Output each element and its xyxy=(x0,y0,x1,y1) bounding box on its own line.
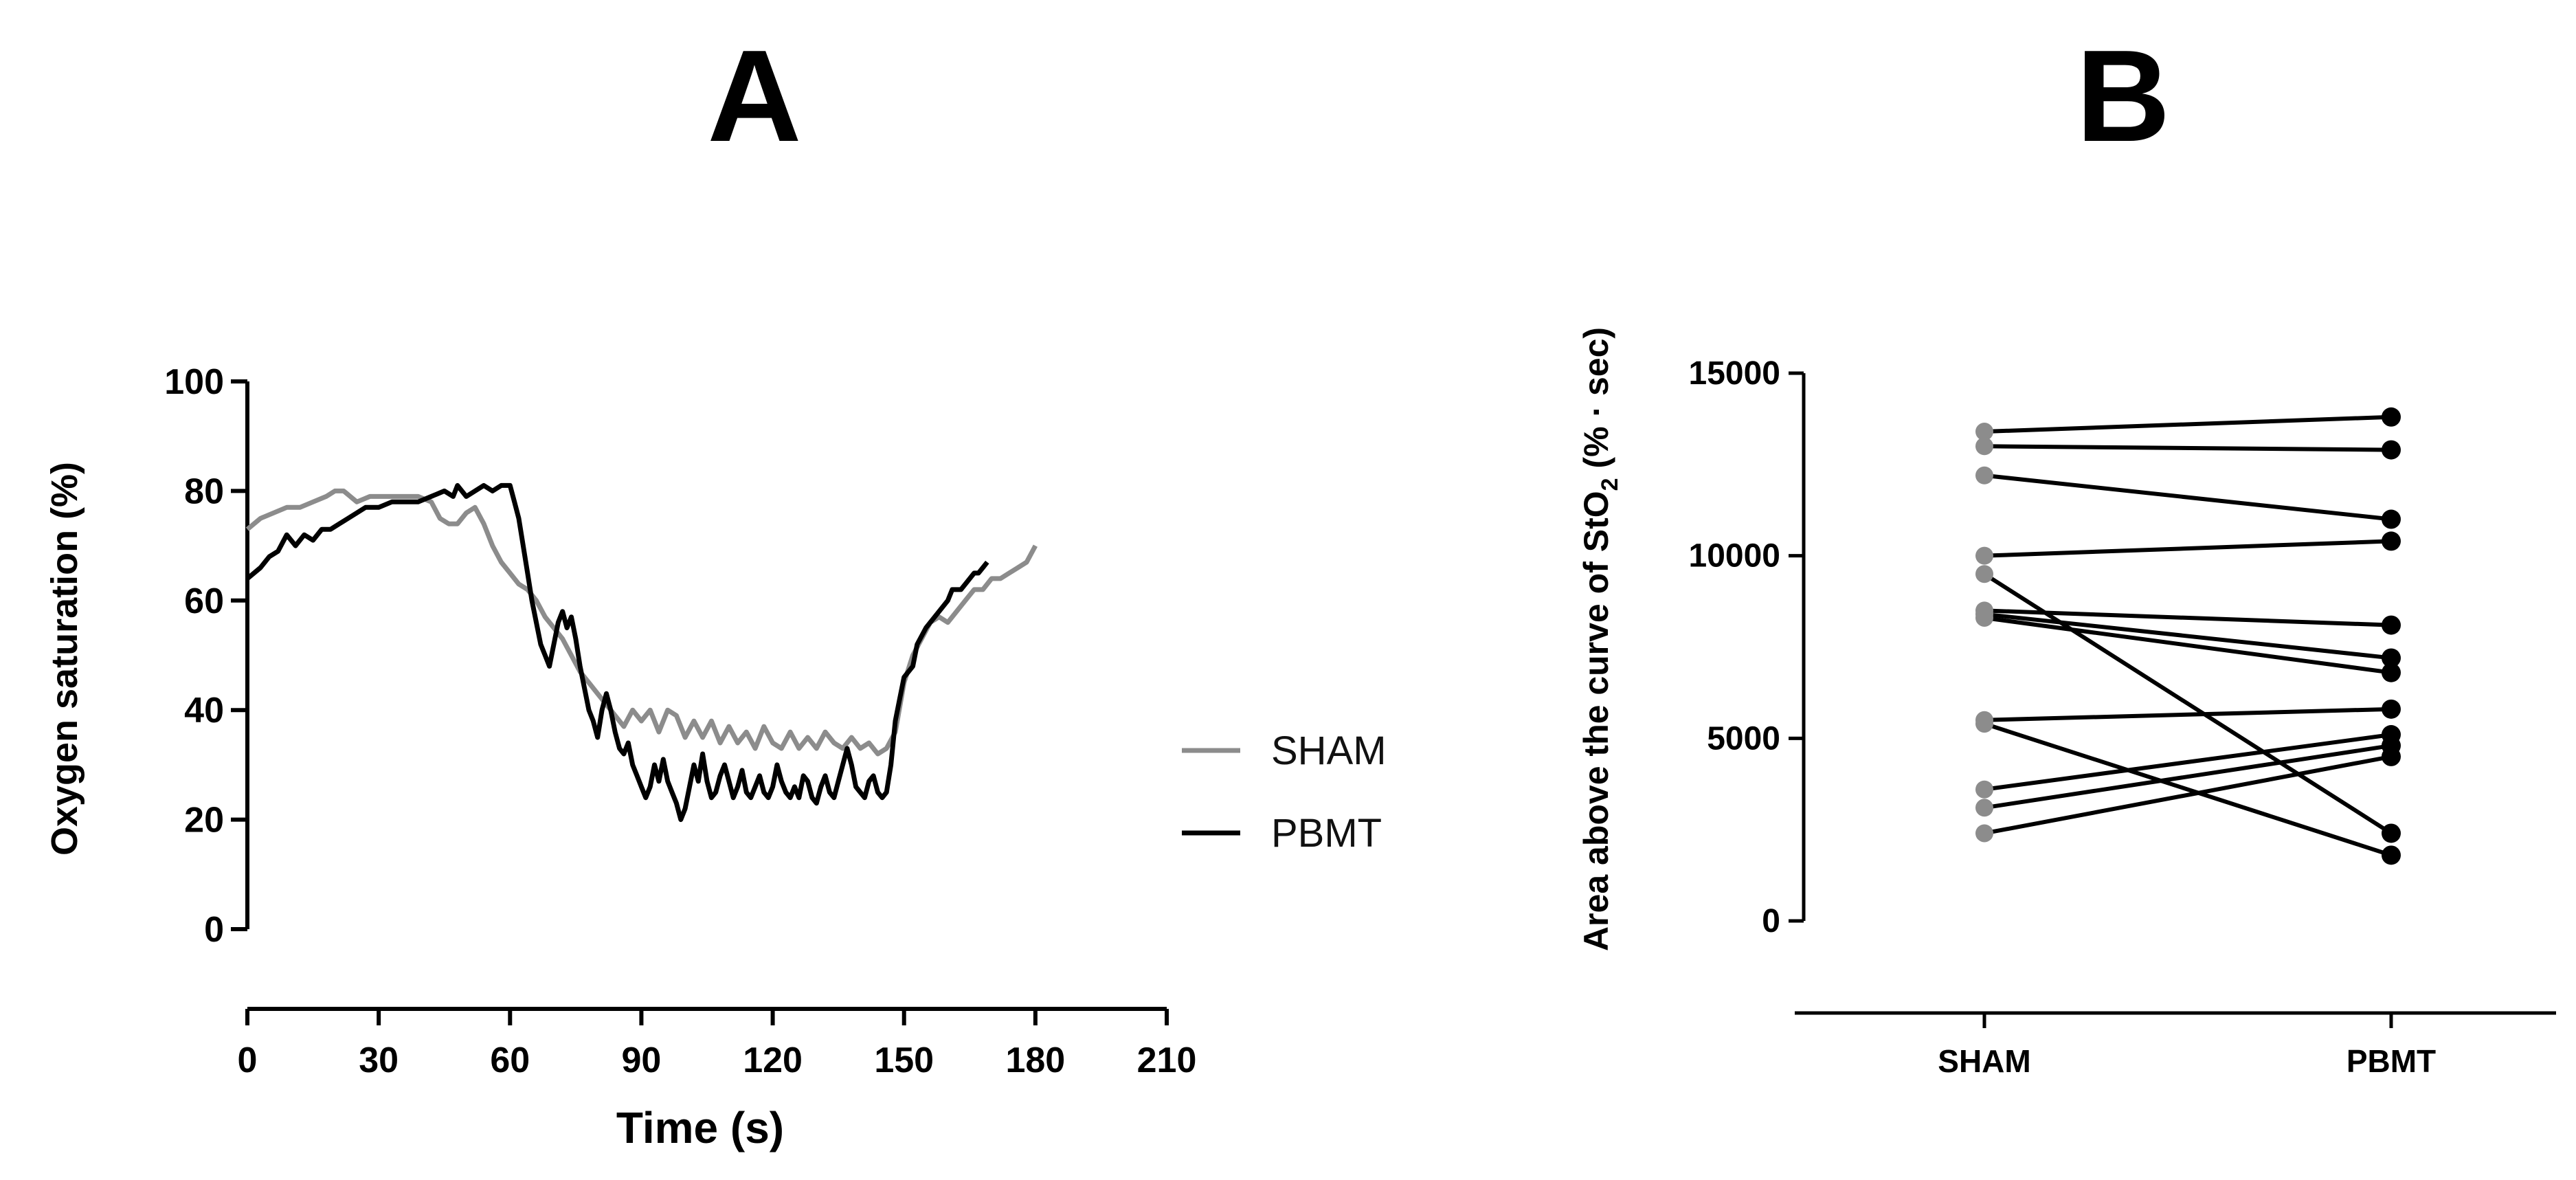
chart-a-oxygen-saturation: 0 20 40 60 80 100 0 30 60 90 120 150 180 210 Time (s) O… xyxy=(44,362,1387,1153)
pbmt-point-1 xyxy=(2382,407,2401,427)
pair-line-10 xyxy=(1984,722,2392,858)
pair-line-5 xyxy=(1983,572,2393,836)
y-tick-label-5000: 5000 xyxy=(1707,720,1780,757)
y-axis-title-subscript: 2 xyxy=(1597,478,1623,491)
pair-line-11 xyxy=(1984,733,2392,792)
x-tick-label-sham: SHAM xyxy=(1938,1043,2030,1079)
y-tick-label-10000: 10000 xyxy=(1689,538,1780,575)
sham-point-13 xyxy=(1975,824,1993,843)
pair-line-6 xyxy=(1984,608,2392,627)
panel-label-b: B xyxy=(2076,23,2170,169)
pair-line-7 xyxy=(1984,612,2392,660)
sham-point-1 xyxy=(1975,423,1993,441)
legend-item-pbmt: PBMT xyxy=(1182,811,1382,856)
x-tick-label-pbmt: PBMT xyxy=(2347,1043,2436,1079)
pbmt-point-10 xyxy=(2382,845,2401,865)
pair-line-12 xyxy=(1984,743,2392,810)
x-tick-label-120: 120 xyxy=(743,1040,803,1080)
y-axis-title: Oxygen saturation (%) xyxy=(44,462,85,856)
chart-b-area-above-curve: 0 5000 10000 15000 SHAM PBMT Area above the cu… xyxy=(1577,327,2556,1079)
x-tick-label-90: 90 xyxy=(622,1040,662,1080)
sham-point-3 xyxy=(1975,466,1993,485)
y-tick-label-40: 40 xyxy=(184,691,224,731)
pair-line-9 xyxy=(1984,706,2392,722)
sham-point-12 xyxy=(1975,799,1993,817)
series-line-pbmt xyxy=(245,482,989,823)
pair-line-13 xyxy=(1984,754,2392,836)
y-axis-title-part: Area above the curve of StO xyxy=(1577,491,1615,951)
sham-point-11 xyxy=(1975,780,1993,799)
y-tick-label-0: 0 xyxy=(204,910,224,950)
pair-line-1 xyxy=(1984,414,2392,434)
y-axis-title: Area above the curve of StO2 (% · sec) xyxy=(1577,327,1623,951)
y-tick-label-80: 80 xyxy=(184,471,224,511)
pair-line-8 xyxy=(1984,616,2392,675)
sham-point-8 xyxy=(1975,608,1993,627)
pbmt-point-7 xyxy=(2382,648,2401,668)
y-tick-label-15000: 15000 xyxy=(1689,355,1780,392)
x-tick-label-0: 0 xyxy=(238,1040,258,1080)
pbmt-point-8 xyxy=(2382,663,2401,682)
sham-point-10 xyxy=(1975,715,1993,733)
x-axis-title: Time (s) xyxy=(616,1103,784,1153)
sham-point-5 xyxy=(1975,565,1993,583)
legend-label-sham: SHAM xyxy=(1271,728,1387,773)
legend-item-sham: SHAM xyxy=(1182,728,1387,773)
panel-label-a: A xyxy=(707,23,801,169)
y-tick-label-60: 60 xyxy=(184,581,224,621)
pbmt-point-2 xyxy=(2382,440,2401,460)
pbmt-point-6 xyxy=(2382,615,2401,635)
legend-label-pbmt: PBMT xyxy=(1271,811,1382,856)
pbmt-point-5 xyxy=(2382,823,2401,843)
x-tick-label-150: 150 xyxy=(874,1040,934,1080)
pbmt-point-13 xyxy=(2382,746,2401,766)
pair-line-4 xyxy=(1984,539,2392,558)
x-tick-label-60: 60 xyxy=(490,1040,530,1080)
pbmt-point-4 xyxy=(2382,531,2401,551)
x-tick-label-180: 180 xyxy=(1005,1040,1065,1080)
y-tick-label-100: 100 xyxy=(164,362,224,402)
y-axis-title-unit: (% · sec) xyxy=(1577,327,1615,478)
y-tick-label-20: 20 xyxy=(184,801,224,841)
pbmt-point-3 xyxy=(2382,509,2401,529)
pair-line-3 xyxy=(1984,473,2392,522)
x-tick-label-210: 210 xyxy=(1137,1040,1197,1080)
y-tick-label-0: 0 xyxy=(1762,903,1780,939)
series-line-sham xyxy=(245,488,1038,757)
sham-point-2 xyxy=(1975,437,1993,456)
pbmt-point-9 xyxy=(2382,699,2401,719)
sham-point-4 xyxy=(1975,546,1993,565)
pair-line-2 xyxy=(1984,444,2392,452)
x-tick-label-30: 30 xyxy=(359,1040,399,1080)
